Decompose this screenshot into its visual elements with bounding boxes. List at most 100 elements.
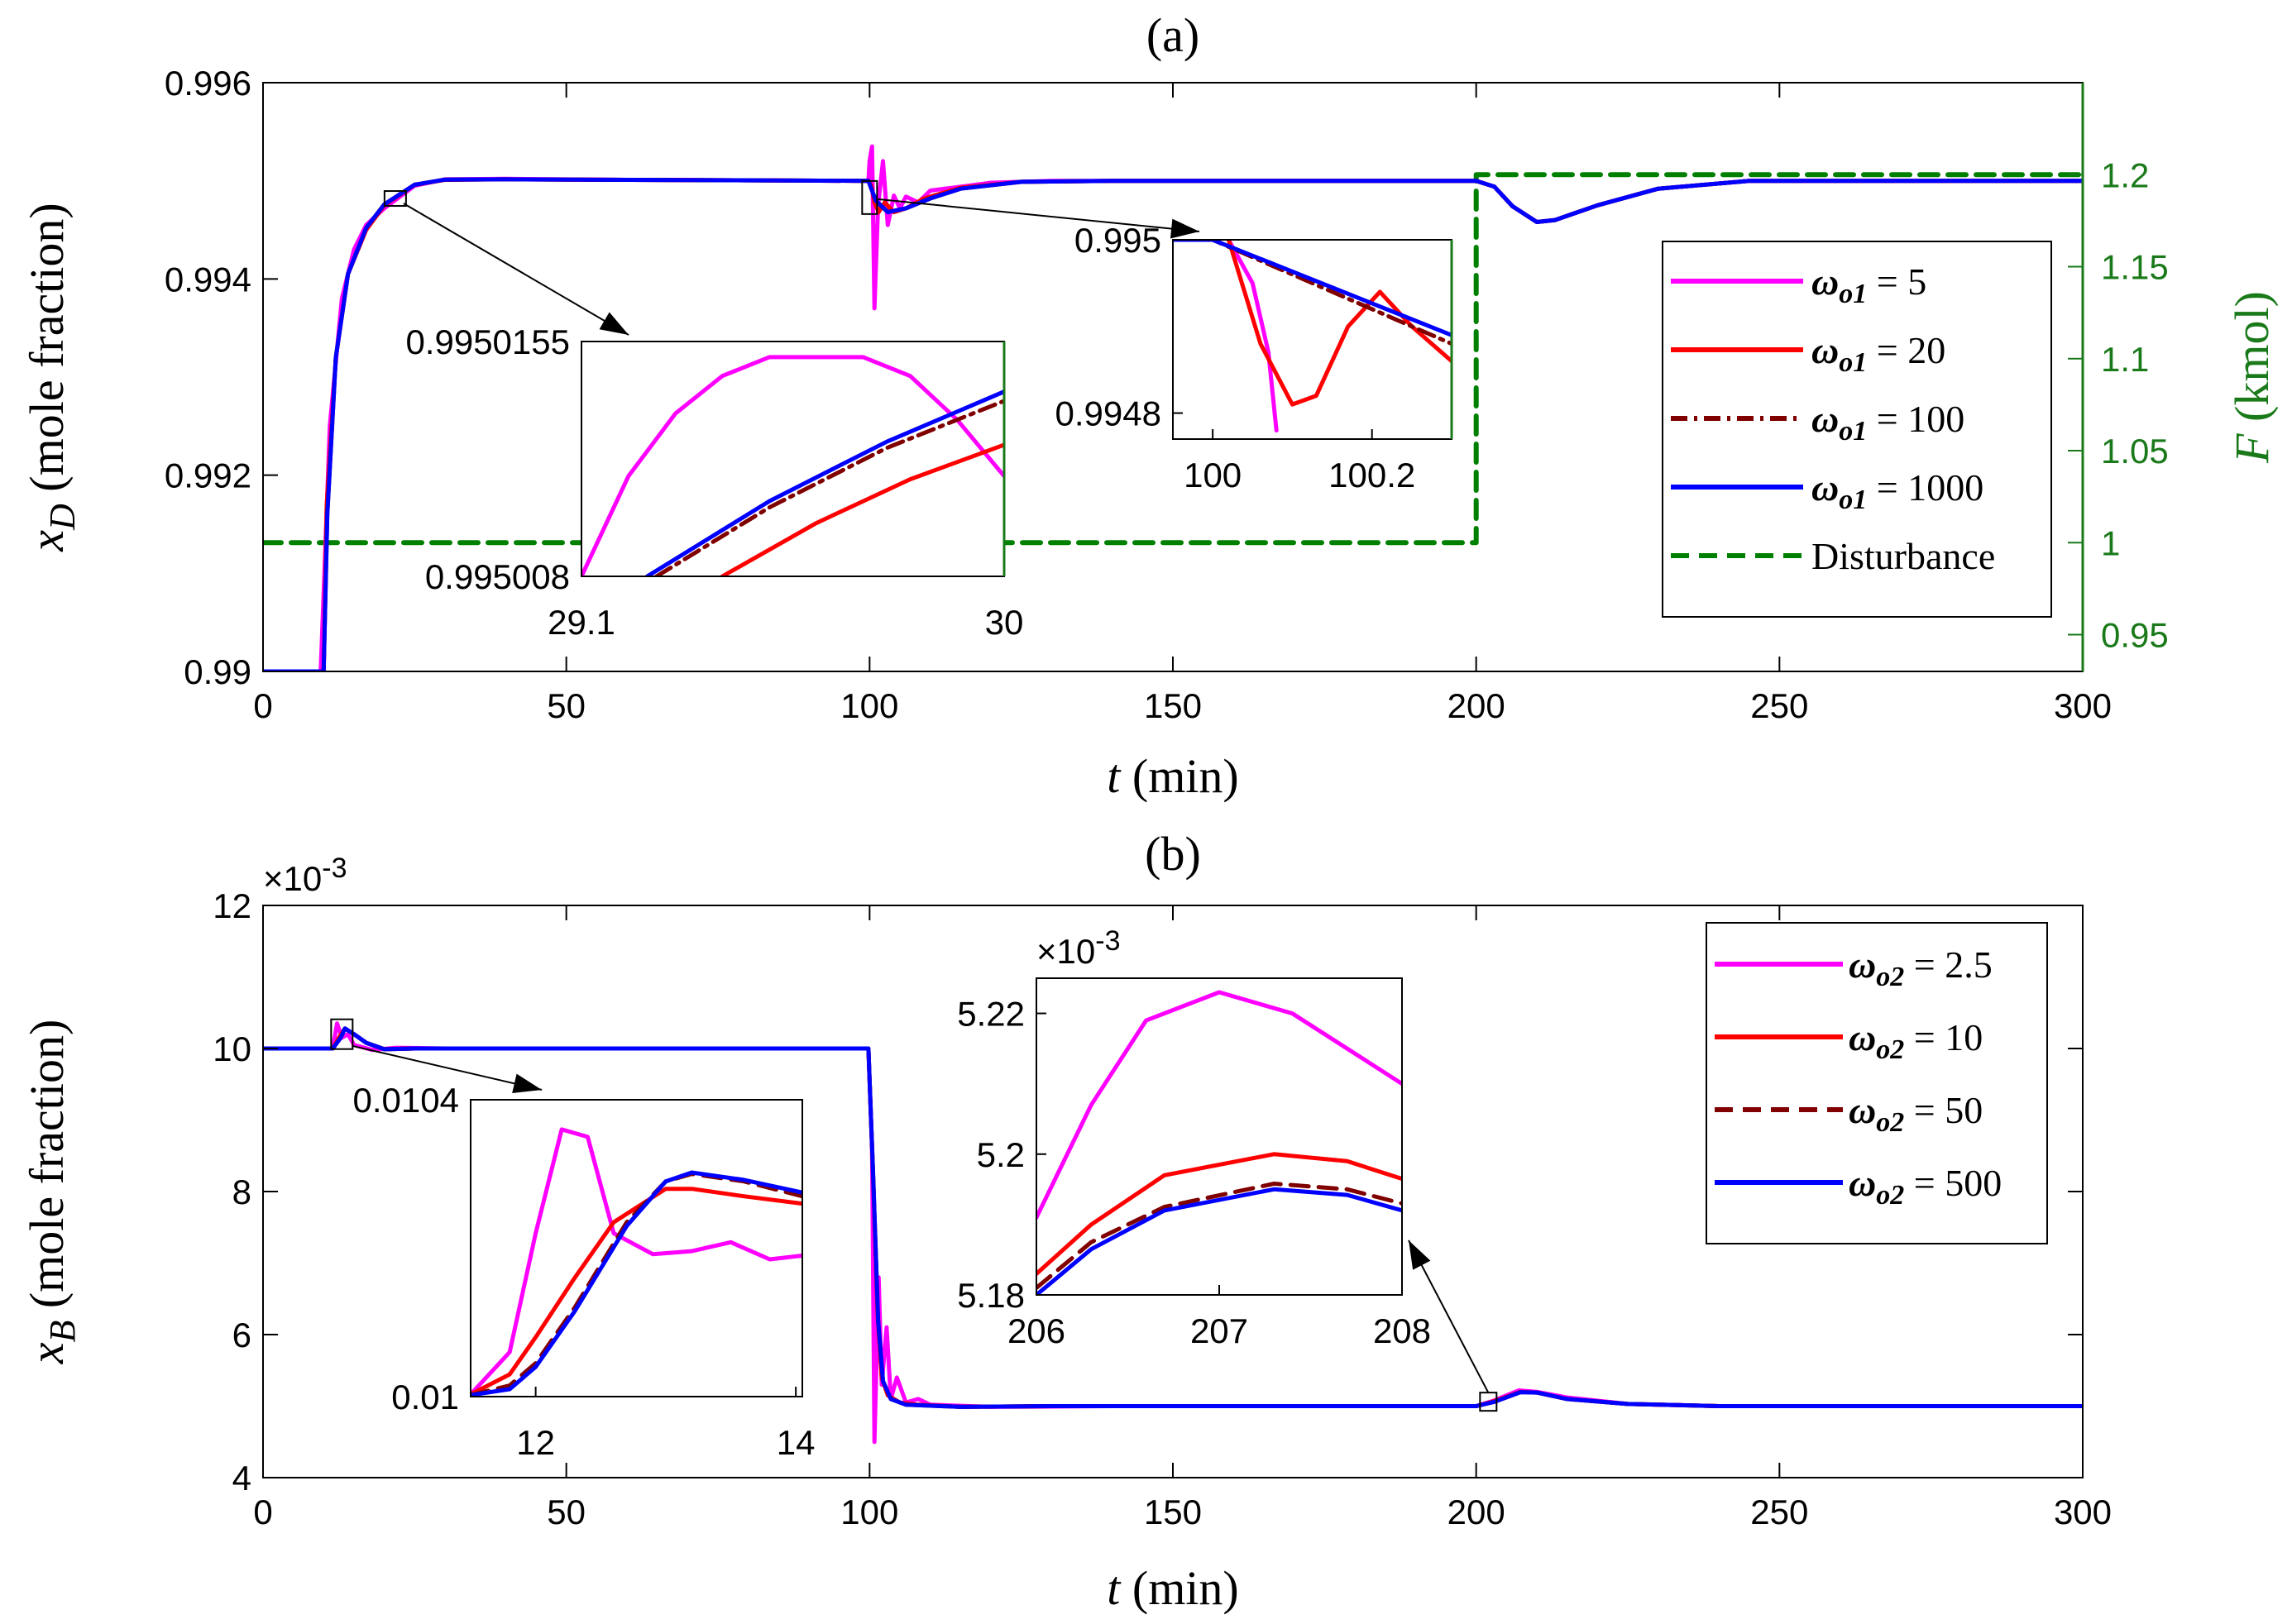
legend-a-label: ωo1 = 1000: [1811, 466, 1983, 515]
inset-b1-xtick: 12: [516, 1423, 555, 1462]
ylabel-b: xB (mole fraction): [20, 1020, 83, 1365]
inset-b2-ytick: 5.18: [957, 1276, 1025, 1315]
legend-a-label: ωo1 = 20: [1811, 329, 1945, 378]
y2tick-label-a: 1: [2101, 523, 2120, 562]
legend-a-label: Disturbance: [1811, 535, 1995, 577]
inset-a1-ytick: 0.995008: [425, 557, 570, 596]
inset-a1-arrow-head: [599, 312, 629, 335]
xtick-label-b: 300: [2054, 1493, 2112, 1531]
inset-a2-ytick: 0.9948: [1055, 394, 1161, 433]
inset-b1-source-box: [330, 1018, 354, 1050]
inset-a2-series-1: [1226, 240, 1452, 407]
y2tick-label-a: 1.15: [2101, 248, 2169, 287]
inset-b1-xtick: 14: [777, 1423, 816, 1462]
inset-a2-series-2: [1173, 240, 1452, 346]
inset-b1-series-1: [471, 1187, 802, 1397]
inset-b1-ytick: 0.01: [391, 1378, 459, 1416]
y2tick-label-a: 0.95: [2101, 616, 2169, 655]
xtick-label-b: 100: [840, 1493, 898, 1531]
legend-a-label: ωo1 = 5: [1811, 260, 1926, 309]
ytick-label-a: 0.992: [165, 456, 251, 495]
xtick-label-a: 50: [547, 686, 586, 725]
inset-b2-series-0: [1036, 990, 1402, 1220]
inset-b2-ytick: 5.2: [977, 1135, 1025, 1174]
inset-a2-xtick: 100.2: [1328, 456, 1415, 494]
inset-a2-bg: [1173, 240, 1452, 439]
inset-b2-ytick: 5.22: [957, 995, 1025, 1034]
inset-a1-series-0: [581, 355, 1004, 576]
inset-b1-series-0: [471, 1127, 802, 1397]
inset-a2-xtick: 100: [1184, 456, 1242, 494]
xtick-label-a: 200: [1447, 686, 1505, 725]
inset-a1-source-box: [383, 190, 407, 208]
inset-b1-arrow: [352, 1044, 543, 1091]
xtick-label-a: 100: [840, 686, 898, 725]
inset-b1-series-2: [471, 1172, 802, 1397]
multiplier-b: ×10-3: [263, 853, 347, 898]
xtick-label-b: 200: [1447, 1493, 1505, 1531]
xlabel-b: t (min): [1107, 1561, 1238, 1615]
inset-a2-series-3: [1173, 240, 1452, 337]
panel-b-label: (b): [1145, 827, 1201, 881]
inset-b2-arrow-head: [1409, 1240, 1431, 1270]
ytick-label-b: 8: [232, 1173, 251, 1211]
inset-a2-series-0: [1226, 240, 1279, 432]
ytick-label-a: 0.996: [165, 64, 251, 103]
inset-b1-arrow-head: [512, 1073, 542, 1094]
chart-layer: 0 50 100 150 200 250 3000.990.9920.9940.9960.9…: [20, 64, 2279, 1615]
inset-a1-series-3: [645, 389, 1004, 576]
inset-a2-source-box: [861, 179, 878, 215]
inset-b2-xtick: 206: [1007, 1311, 1065, 1350]
inset-b2-bg: [1036, 978, 1402, 1295]
ylabel-a: xD (mole fraction): [20, 203, 83, 552]
inset-b2-series-2: [1036, 1182, 1402, 1290]
xtick-label-a: 0: [253, 686, 272, 725]
xtick-label-b: 250: [1750, 1493, 1808, 1531]
panel-a-label: (a): [1146, 8, 1199, 62]
inset-a1-series-2: [654, 399, 1004, 576]
legend-b-label: ωo2 = 50: [1849, 1089, 1983, 1138]
inset-a1-bg: [581, 342, 1004, 576]
xtick-label-b: 0: [253, 1493, 272, 1531]
legend-a-label: ωo1 = 100: [1811, 398, 1964, 447]
xtick-label-a: 250: [1750, 686, 1808, 725]
inset-b2-multiplier: ×10-3: [1036, 925, 1120, 971]
legend-b-box: [1706, 922, 2048, 1244]
y2tick-label-a: 1.05: [2101, 432, 2169, 470]
legend-b-label: ωo2 = 2.5: [1849, 943, 1993, 992]
inset-b2-arrow: [1408, 1239, 1490, 1393]
ytick-label-a: 0.99: [184, 652, 251, 691]
inset-b1-bg: [471, 1100, 802, 1397]
inset-a2-arrow: [878, 198, 1200, 232]
inset-a1-arrow: [403, 203, 629, 336]
inset-a2-ytick: 0.995: [1074, 221, 1161, 260]
inset-b1-series-3: [471, 1170, 802, 1397]
ytick-label-b: 6: [232, 1316, 251, 1354]
inset-b2-xtick: 207: [1190, 1311, 1248, 1350]
ytick-label-b: 4: [232, 1459, 251, 1497]
xlabel-a: t (min): [1107, 749, 1238, 803]
y2tick-label-a: 1.1: [2101, 340, 2149, 379]
y2label-a: F (kmol): [2225, 291, 2279, 464]
xtick-label-b: 50: [547, 1493, 586, 1531]
ytick-label-b: 10: [213, 1029, 251, 1068]
inset-a1-ytick: 0.9950155: [405, 322, 570, 361]
xtick-label-b: 150: [1144, 1493, 1202, 1531]
inset-b2-xtick: 208: [1373, 1311, 1431, 1350]
series-a-3: [263, 177, 2083, 671]
inset-a1-xtick: 30: [985, 603, 1024, 642]
inset-b1-ytick: 0.0104: [353, 1081, 459, 1120]
inset-a1-series-1: [720, 442, 1004, 576]
ytick-label-a: 0.994: [165, 260, 251, 299]
inset-b2-series-1: [1036, 1152, 1402, 1276]
inset-a1-xtick: 29.1: [548, 603, 615, 642]
xtick-label-a: 300: [2054, 686, 2112, 725]
legend-b-label: ωo2 = 500: [1849, 1162, 2002, 1211]
y2tick-label-a: 1.2: [2101, 155, 2149, 194]
inset-a2-arrow-head: [1170, 218, 1199, 239]
ytick-label-b: 12: [213, 886, 251, 925]
xtick-label-a: 150: [1144, 686, 1202, 725]
legend-b-label: ωo2 = 10: [1849, 1016, 1983, 1065]
inset-b2-series-3: [1036, 1187, 1402, 1295]
